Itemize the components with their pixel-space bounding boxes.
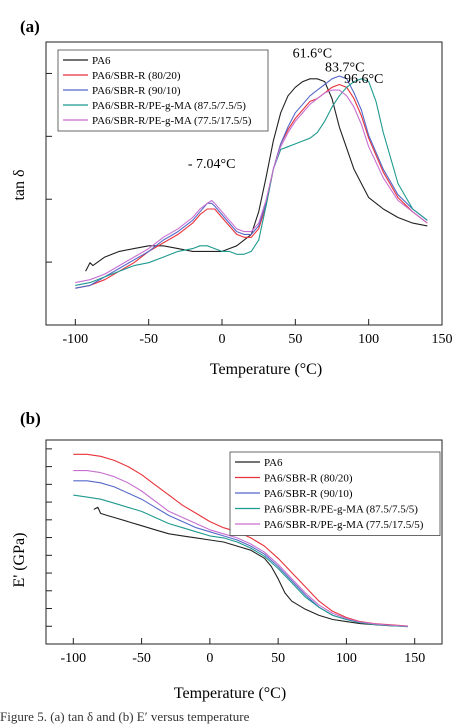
panel-a-y-axis-label: tan δ bbox=[11, 169, 28, 200]
figure-caption: Figure 5. (a) tan δ and (b) E′ versus te… bbox=[0, 709, 250, 724]
panel-a-series-line-3 bbox=[75, 75, 428, 289]
panel-a-legend: PA6 PA6/SBR-R (80/20) PA6/SBR-R (90/10) PA6… bbox=[57, 49, 269, 132]
panel-b-x-tick-label: 150 bbox=[404, 651, 425, 666]
panel-b-legend-entry: PA6/SBR-R/PE-g-MA (77.5/17.5/5) bbox=[264, 519, 424, 531]
panel-b-plot-frame bbox=[45, 439, 443, 645]
panel-a-x-tick-label: 100 bbox=[358, 332, 379, 347]
panel-a-legend-box bbox=[57, 49, 269, 132]
panel-b-series-line-1 bbox=[93, 506, 408, 627]
panel-b-series-line-4 bbox=[73, 494, 408, 628]
panel-a-x-ticks: -100 -50 0 50 100 150 bbox=[62, 319, 453, 347]
panel-a-label: (a) bbox=[20, 17, 40, 36]
panel-a-series-line-5 bbox=[75, 89, 428, 284]
panel-a-series-line-1 bbox=[85, 78, 428, 272]
panel-b-y-ticks bbox=[46, 448, 52, 627]
panel-a-legend-entry: PA6/SBR-R (90/10) bbox=[92, 85, 181, 97]
panel-b-legend: PA6 PA6/SBR-R (80/20) PA6/SBR-R (90/10) PA6… bbox=[229, 451, 441, 536]
panel-a-x-tick-label: -50 bbox=[139, 332, 158, 347]
panel-a-series-line-2 bbox=[75, 83, 428, 289]
panel-b-x-ticks: -100 -50 0 50 100 150 bbox=[60, 638, 425, 666]
panel-a-annotation: 96.6°C bbox=[344, 72, 383, 87]
panel-b-legend-box bbox=[229, 451, 441, 536]
panel-b-x-axis-label: Temperature (°C) bbox=[174, 685, 286, 702]
panel-b-x-tick-label: 50 bbox=[271, 651, 285, 666]
panel-b-series-line-5 bbox=[73, 470, 408, 627]
panel-a-annotations: 61.6°C83.7°C96.6°C - 7.04°C bbox=[188, 47, 384, 172]
panel-a: (a) -100 -50 0 50 100 150 61.6°C83.7°C96.6°C -… bbox=[11, 17, 453, 378]
panel-b-x-tick-label: 100 bbox=[336, 651, 357, 666]
panel-b-legend-entry: PA6/SBR-R/PE-g-MA (87.5/7.5/5) bbox=[264, 504, 418, 516]
panel-a-x-tick-label: -100 bbox=[62, 332, 88, 347]
panel-b-legend-entry: PA6/SBR-R (80/20) bbox=[264, 473, 353, 485]
panel-b-y-axis-label: E' (GPa) bbox=[11, 533, 28, 588]
panel-a-x-axis-label: Temperature (°C) bbox=[210, 361, 322, 378]
panel-a-series-line-4 bbox=[75, 78, 428, 286]
panel-a-annotation: 83.7°C bbox=[325, 61, 364, 76]
panel-a-legend-entry: PA6/SBR-R (80/20) bbox=[92, 70, 181, 82]
panel-b-legend-entry: PA6 bbox=[264, 457, 283, 469]
panel-b-label: (b) bbox=[20, 409, 41, 428]
panel-b-x-tick-label: -50 bbox=[132, 651, 151, 666]
panel-a-y-ticks bbox=[46, 72, 52, 263]
panel-b-x-tick-label: 0 bbox=[206, 651, 213, 666]
panel-a-legend-entry: PA6 bbox=[92, 55, 111, 67]
panel-a-legend-entry: PA6/SBR-R/PE-g-MA (77.5/17.5/5) bbox=[92, 115, 252, 127]
panel-b: (b) -100 -50 0 50 100 150 PA6 PA6/SBR-R (80/20… bbox=[11, 409, 443, 702]
panel-b-legend-entry: PA6/SBR-R (90/10) bbox=[264, 488, 353, 500]
panel-a-x-tick-label: 150 bbox=[432, 332, 453, 347]
panel-a-x-tick-label: 50 bbox=[288, 332, 302, 347]
panel-b-x-tick-label: -100 bbox=[60, 651, 86, 666]
panel-a-series bbox=[75, 75, 428, 289]
panel-a-legend-entry: PA6/SBR-R/PE-g-MA (87.5/7.5/5) bbox=[92, 100, 246, 112]
panel-a-annotation: - 7.04°C bbox=[188, 157, 236, 172]
panel-a-x-tick-label: 0 bbox=[219, 332, 226, 347]
panel-a-plot-frame bbox=[45, 41, 443, 326]
panel-a-annotation: 61.6°C bbox=[293, 47, 332, 62]
